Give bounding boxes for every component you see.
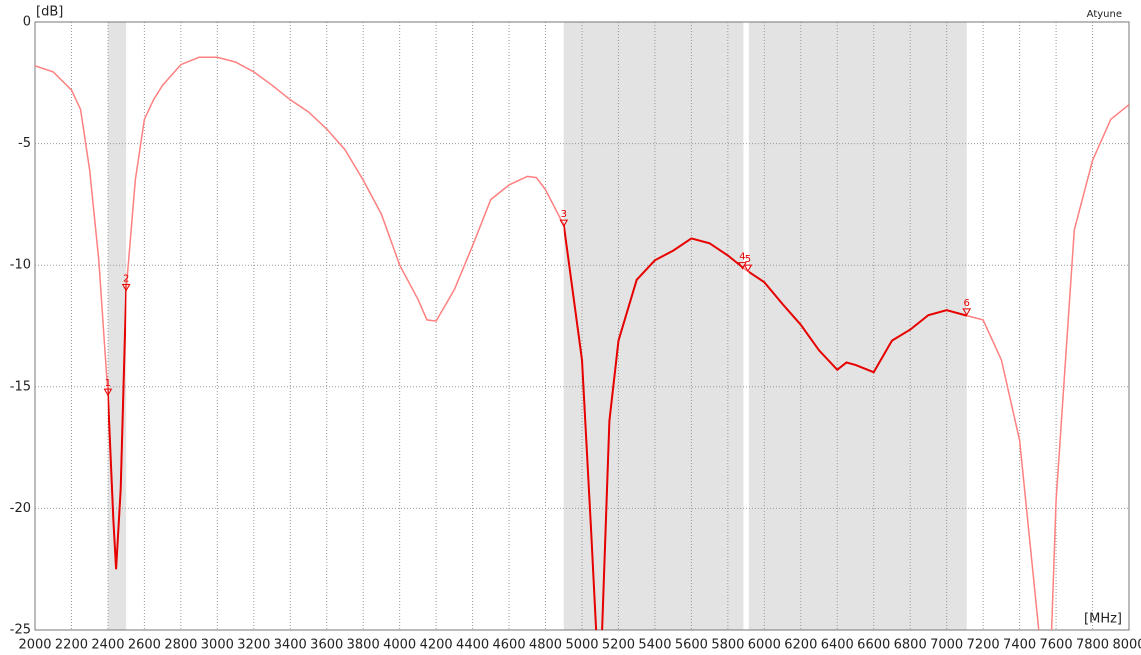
x-tick-label: 3200 bbox=[237, 638, 270, 653]
x-tick-label: 6800 bbox=[894, 638, 927, 653]
x-tick-label: 3000 bbox=[201, 638, 234, 653]
marker-label: 4 bbox=[739, 252, 745, 263]
plot-frame bbox=[34, 21, 1130, 631]
x-tick-label: 3600 bbox=[310, 638, 343, 653]
marker bbox=[743, 264, 753, 273]
x-tick-label: 4000 bbox=[383, 638, 416, 653]
x-tick-label: 4400 bbox=[456, 638, 489, 653]
x-tick-label: 5400 bbox=[638, 638, 671, 653]
x-tick-label: 2200 bbox=[55, 638, 88, 653]
marker-label: 2 bbox=[123, 274, 129, 285]
x-tick-label: 7000 bbox=[930, 638, 963, 653]
y-tick-label: -5 bbox=[18, 136, 31, 151]
x-tick-label: 7600 bbox=[1040, 638, 1073, 653]
x-tick-label: 5200 bbox=[602, 638, 635, 653]
y-tick-label: 0 bbox=[23, 15, 31, 30]
x-tick-label: 3800 bbox=[347, 638, 380, 653]
shaded-band bbox=[748, 22, 967, 630]
shaded-band bbox=[563, 22, 744, 630]
x-tick-label: 5000 bbox=[565, 638, 598, 653]
marker-label: 5 bbox=[745, 254, 751, 265]
marker bbox=[559, 219, 569, 228]
x-tick-label: 4600 bbox=[493, 638, 526, 653]
x-tick-label: 6000 bbox=[748, 638, 781, 653]
y-tick-label: -15 bbox=[10, 379, 31, 394]
x-tick-label: 7400 bbox=[1003, 638, 1036, 653]
marker bbox=[962, 308, 972, 316]
marker-label: 1 bbox=[105, 378, 111, 389]
x-tick-label: 2600 bbox=[128, 638, 161, 653]
x-tick-label: 5800 bbox=[711, 638, 744, 653]
x-tick-label: 7200 bbox=[967, 638, 1000, 653]
x-tick-label: 4200 bbox=[420, 638, 453, 653]
y-tick-label: -10 bbox=[10, 258, 31, 273]
x-tick-label: 5600 bbox=[675, 638, 708, 653]
x-tick-label: 7800 bbox=[1076, 638, 1109, 653]
x-tick-label: 6600 bbox=[857, 638, 890, 653]
x-tick-label: 6400 bbox=[821, 638, 854, 653]
marker-label: 6 bbox=[964, 298, 970, 309]
x-tick-label: 3400 bbox=[274, 638, 307, 653]
y-tick-label: -25 bbox=[10, 623, 31, 638]
y-tick-label: -20 bbox=[10, 501, 31, 516]
corner-label: Atyune bbox=[1087, 9, 1122, 20]
plot-clip-group bbox=[35, 56, 1129, 630]
x-tick-label: 4800 bbox=[529, 638, 562, 653]
x-tick-label: 6200 bbox=[784, 638, 817, 653]
x-tick-label: 8000 bbox=[1112, 638, 1141, 653]
marker-label: 3 bbox=[561, 209, 567, 220]
x-tick-label: 2800 bbox=[164, 638, 197, 653]
x-tick-label: 2000 bbox=[18, 638, 51, 653]
x-tick-label: 2400 bbox=[91, 638, 124, 653]
marker bbox=[121, 284, 131, 292]
marker bbox=[103, 388, 113, 397]
y-axis-label: [dB] bbox=[36, 5, 63, 20]
x-axis-label: [MHz] bbox=[1084, 612, 1122, 627]
